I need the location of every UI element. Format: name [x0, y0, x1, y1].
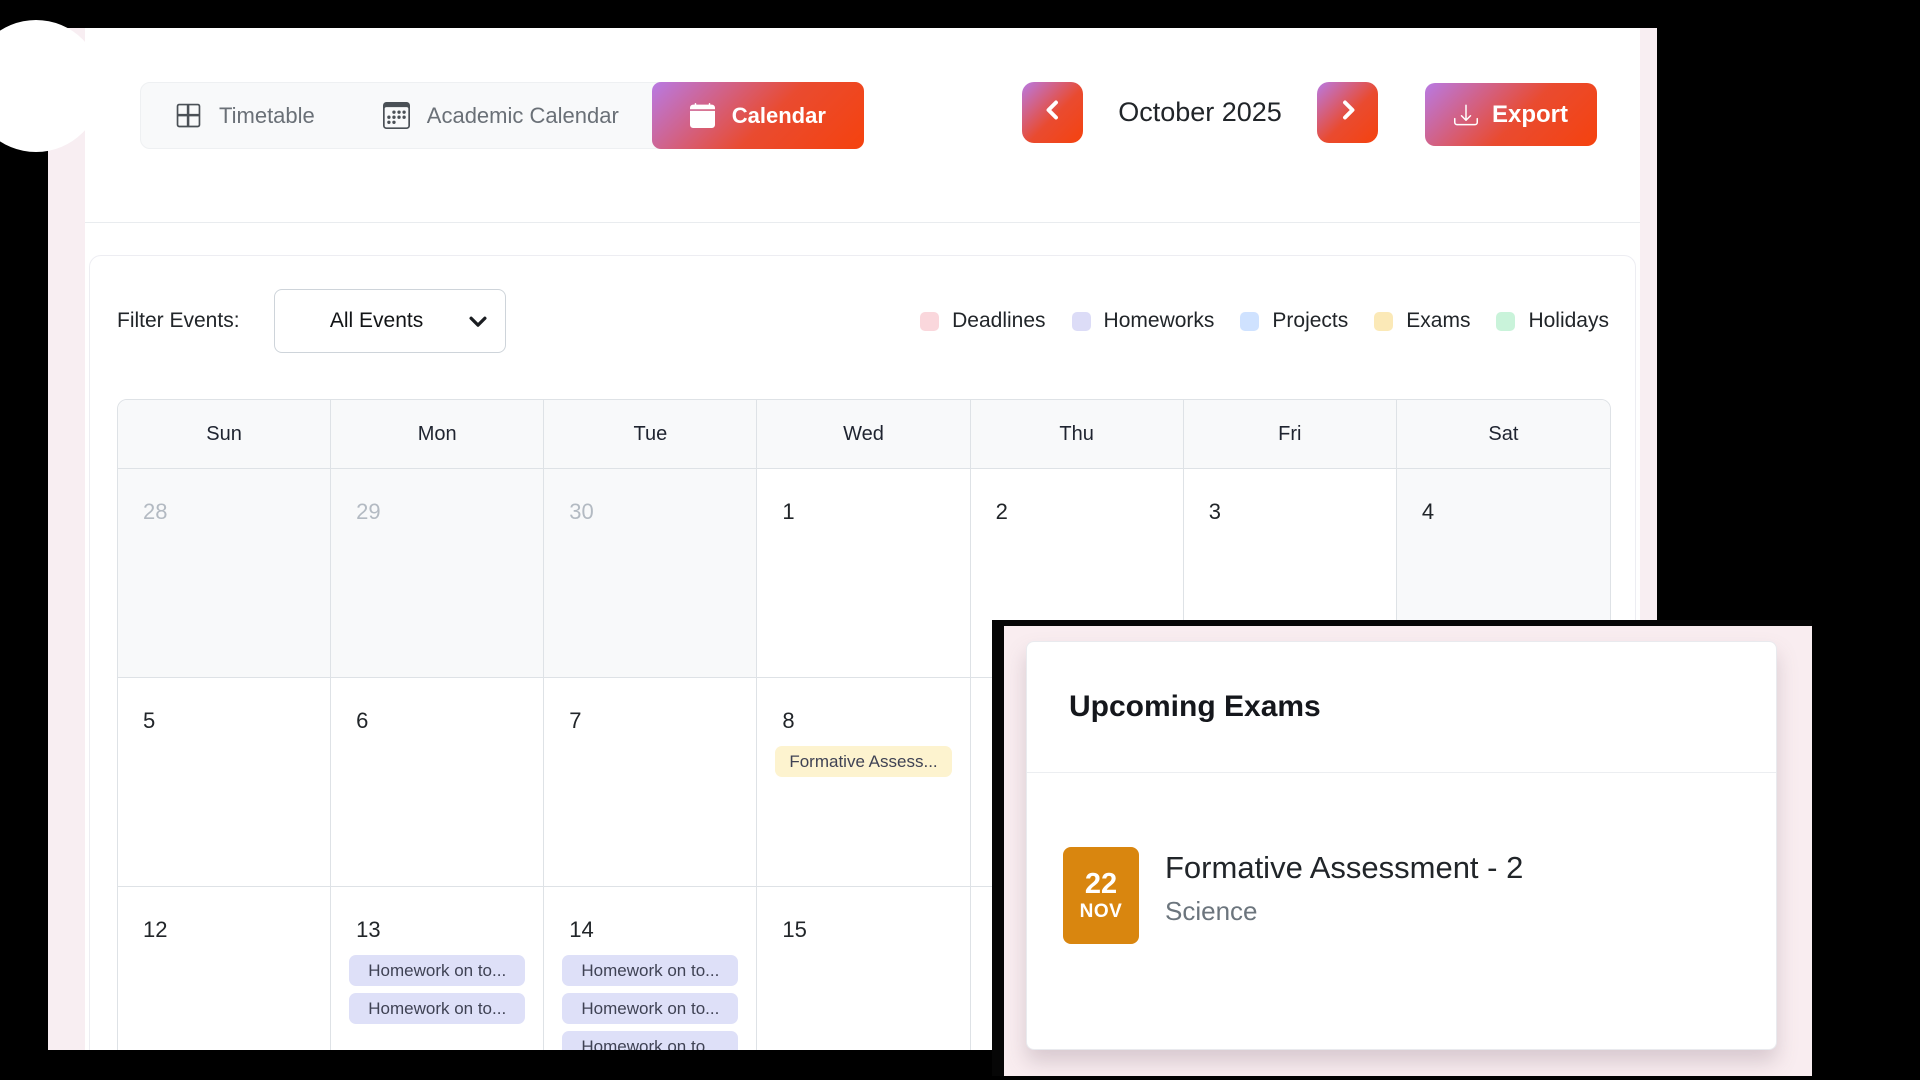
day-cell-14: 14 Homework on to... Homework on to... Home…: [544, 887, 758, 1050]
exam-title: Formative Assessment - 2: [1165, 850, 1524, 885]
view-tab-bar: Timetable Academic Calendar Calendar: [140, 82, 864, 149]
day-number: 13: [356, 917, 381, 942]
day-number: 6: [356, 708, 369, 733]
day-cell-6: 6: [331, 678, 545, 887]
day-number: 4: [1421, 499, 1435, 524]
day-header-mon: Mon: [331, 400, 545, 469]
tab-label: Calendar: [731, 102, 826, 128]
upcoming-exam-item[interactable]: 22 NOV Formative Assessment - 2 Science: [1027, 773, 1776, 944]
legend-swatch: [1374, 311, 1394, 331]
next-month-button[interactable]: [1317, 82, 1378, 143]
exam-date-badge: 22 NOV: [1063, 847, 1139, 944]
day-number: 12: [143, 917, 168, 942]
upcoming-exams-list: 22 NOV Formative Assessment - 2 Science: [1027, 773, 1776, 944]
tab-label: Timetable: [219, 102, 315, 128]
legend-swatch: [920, 311, 940, 331]
day-number: 1: [782, 499, 795, 524]
legend-item-homeworks: Homeworks: [1071, 309, 1215, 333]
day-cell-8: 8 Formative Assess...: [757, 678, 971, 887]
exam-date-month: NOV: [1079, 901, 1123, 922]
exam-subject: Science: [1165, 896, 1258, 926]
day-number: 14: [569, 917, 594, 942]
day-cell-30: 30: [544, 469, 758, 678]
event-chip-homework[interactable]: Homework on to...: [349, 993, 526, 1024]
day-cell-12: 12: [118, 887, 332, 1050]
chevron-right-icon: [1336, 98, 1360, 127]
table-icon: [175, 102, 202, 129]
event-filter-select[interactable]: All Events: [273, 289, 506, 353]
day-number: 2: [995, 499, 1008, 524]
day-cell-1: 1: [757, 469, 971, 678]
month-label: October 2025: [1118, 97, 1282, 127]
event-chips: Formative Assess...: [757, 746, 969, 777]
day-cell-15: 15: [757, 887, 971, 1050]
event-chip-homework[interactable]: Homework on to...: [562, 955, 739, 986]
legend-swatch: [1496, 311, 1516, 331]
legend-label: Deadlines: [952, 309, 1046, 332]
legend-item-projects: Projects: [1240, 309, 1348, 333]
exam-texts: Formative Assessment - 2 Science: [1165, 847, 1523, 927]
chevron-down-icon: [467, 310, 489, 332]
upcoming-exams-panel: Upcoming Exams 22 NOV Formative Assessment…: [992, 620, 1812, 1076]
day-header-sat: Sat: [1396, 400, 1610, 469]
tab-academic-calendar[interactable]: Academic Calendar: [349, 83, 653, 148]
event-chip-exam[interactable]: Formative Assess...: [775, 746, 952, 777]
day-number: 29: [356, 499, 381, 524]
download-icon: [1454, 103, 1478, 127]
export-button[interactable]: Export: [1425, 83, 1598, 146]
tab-label: Academic Calendar: [426, 102, 619, 128]
legend-label: Exams: [1406, 309, 1471, 332]
day-header-thu: Thu: [970, 400, 1184, 469]
legend-swatch: [1240, 311, 1260, 331]
event-chips: Homework on to... Homework on to...: [331, 955, 543, 1024]
day-number: 28: [143, 499, 168, 524]
upcoming-exams-title: Upcoming Exams: [1069, 690, 1321, 723]
selected-filter-value: All Events: [329, 309, 424, 332]
tab-timetable[interactable]: Timetable: [141, 83, 349, 148]
event-chip-homework[interactable]: Homework on to...: [562, 993, 739, 1024]
day-cell-13: 13 Homework on to... Homework on to...: [331, 887, 545, 1050]
upcoming-exams-card: Upcoming Exams 22 NOV Formative Assessment…: [1026, 641, 1777, 1050]
day-number: 3: [1208, 499, 1221, 524]
toolbar-divider: [85, 222, 1640, 223]
upcoming-exams-header: Upcoming Exams: [1027, 642, 1776, 773]
previous-month-button[interactable]: [1022, 82, 1083, 143]
day-cell-7: 7: [544, 678, 758, 887]
day-number: 7: [569, 708, 582, 733]
legend-swatch: [1071, 311, 1091, 331]
legend-label: Projects: [1272, 309, 1349, 332]
event-chip-homework[interactable]: Homework on to...: [562, 1031, 739, 1050]
calendar-grid-icon: [382, 102, 410, 129]
exam-date-day: 22: [1084, 868, 1118, 900]
day-header-sun: Sun: [118, 400, 332, 469]
filter-row: Filter Events: All Events: [117, 289, 506, 353]
day-cell-5: 5: [118, 678, 332, 887]
day-number: 30: [569, 499, 594, 524]
legend-item-holidays: Holidays: [1496, 309, 1609, 333]
day-number: 15: [782, 917, 807, 942]
day-cell-28: 28: [118, 469, 332, 678]
legend-label: Homeworks: [1103, 309, 1215, 332]
event-chip-homework[interactable]: Homework on to...: [349, 955, 526, 986]
tab-calendar[interactable]: Calendar: [651, 82, 864, 149]
export-label: Export: [1492, 100, 1569, 128]
calendar-day-headers: Sun Mon Tue Wed Thu Fri Sat: [118, 400, 1610, 469]
legend-item-deadlines: Deadlines: [920, 309, 1046, 333]
day-header-fri: Fri: [1183, 400, 1397, 469]
legend-item-exams: Exams: [1374, 309, 1470, 333]
day-cell-29: 29: [331, 469, 545, 678]
event-legend: Deadlines Homeworks Projects Exams Holidays: [920, 289, 1609, 353]
filter-events-label: Filter Events:: [117, 309, 240, 332]
chevron-left-icon: [1041, 98, 1065, 127]
day-number: 5: [143, 708, 156, 733]
day-header-wed: Wed: [757, 400, 971, 469]
event-chips: Homework on to... Homework on to... Homewo…: [544, 955, 756, 1050]
calendar-solid-icon: [689, 103, 715, 128]
legend-label: Holidays: [1528, 309, 1609, 332]
day-header-tue: Tue: [544, 400, 758, 469]
day-number: 8: [782, 708, 795, 733]
